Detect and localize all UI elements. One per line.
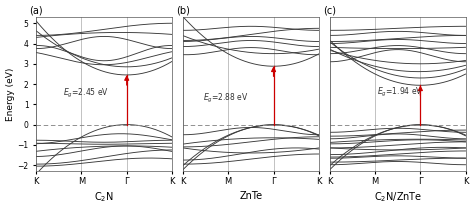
Text: (a): (a) [29,6,43,16]
X-axis label: ZnTe: ZnTe [239,191,263,201]
Y-axis label: Energy (eV): Energy (eV) [6,67,15,121]
Text: $E_g$=2.88 eV: $E_g$=2.88 eV [203,92,249,105]
Text: (c): (c) [323,6,336,16]
X-axis label: C$_2$N/ZnTe: C$_2$N/ZnTe [374,191,422,205]
Text: $E_g$=1.94 eV: $E_g$=1.94 eV [377,86,423,99]
Text: $E_g$=2.45 eV: $E_g$=2.45 eV [64,87,109,100]
X-axis label: C$_2$N: C$_2$N [94,191,114,205]
Text: (b): (b) [176,6,190,16]
